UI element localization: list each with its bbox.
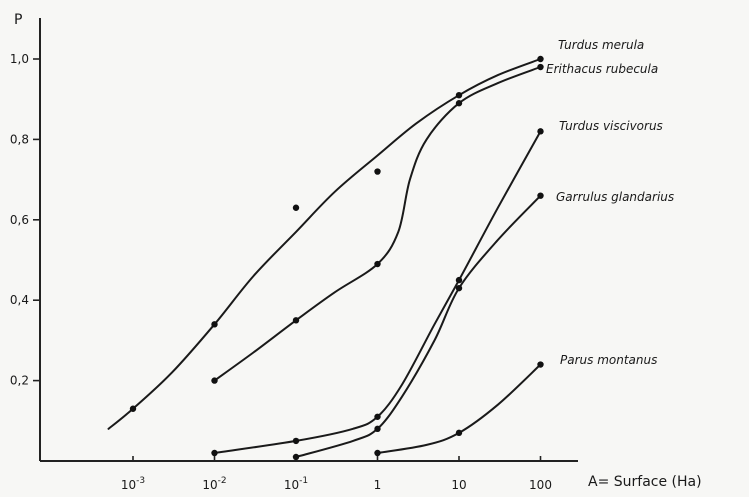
data-point-parus-montanus [374,449,381,457]
data-point-garrulus-glandarius [374,425,381,433]
data-point-turdus-merula [374,168,381,175]
y-axis-title: P [14,12,22,28]
data-point-erithacus-rubecula [292,317,300,324]
series-labels: Turdus merula Erithacus rubecula Turdus vi… [546,38,674,367]
plot-area: 0,20,40,60,81,010-3 10-2 10-1 1 10 100 Turdus… [10,18,674,492]
x-tick-exponent: -3 [136,476,145,486]
data-point-garrulus-glandarius [455,284,463,292]
data-point-turdus-merula [211,321,218,328]
series-label-garrulus-glandarius: Garrulus glandarius [556,190,674,204]
x-tick-label: 10-2 [202,476,226,492]
x-axis-title: A= Surface (Ha) [588,474,702,490]
series-line-turdus-merula [107,58,542,430]
ticks: 0,20,40,60,81,010-3 10-2 10-1 1 10 100 [10,52,552,492]
x-tick-base: 10 [202,478,217,492]
data-point-erithacus-rubecula [537,63,544,71]
x-tick-label: 10-1 [284,476,308,492]
data-point-parus-montanus [537,361,544,368]
series-label-turdus-viscivorus: Turdus viscivorus [559,119,663,133]
data-point-erithacus-rubecula [211,377,218,384]
series-line-erithacus-rubecula [213,66,542,382]
x-tick-label: 1 [374,478,382,492]
data-point-parus-montanus [455,429,463,437]
series-line-turdus-viscivorus [213,130,542,454]
x-tick-label: 10-3 [121,476,145,492]
data-point-erithacus-rubecula [374,260,381,268]
data-point-turdus-viscivorus [455,276,463,284]
x-tick-label: 100 [529,478,552,492]
data-point-turdus-merula [455,91,463,99]
data-point-garrulus-glandarius [292,453,300,461]
data-point-erithacus-rubecula [455,100,463,107]
series-label-erithacus-rubecula: Erithacus rubecula [546,62,658,76]
series-label-turdus-merula: Turdus merula [558,38,644,52]
series-line-garrulus-glandarius [295,194,542,458]
x-tick-base: 10 [121,478,136,492]
series-line-parus-montanus [376,363,542,454]
data-point-turdus-merula [129,405,137,412]
series-points [129,55,544,461]
x-tick-exponent: -2 [218,476,227,486]
y-tick-label: 0,4 [10,293,29,307]
series-curves [107,58,542,458]
data-point-garrulus-glandarius [537,192,544,199]
data-point-turdus-merula [537,55,544,63]
data-point-turdus-viscivorus [211,449,218,457]
data-point-turdus-viscivorus [537,128,544,135]
data-point-turdus-viscivorus [374,413,381,420]
x-tick-label: 10 [451,478,466,492]
x-tick-base: 10 [284,478,299,492]
x-tick-exponent: -1 [299,476,308,486]
data-point-turdus-merula [292,204,300,211]
y-tick-label: 0,8 [10,132,29,146]
y-tick-label: 1,0 [10,52,29,66]
y-tick-label: 0,6 [10,213,29,227]
series-label-parus-montanus: Parus montanus [560,353,657,367]
y-tick-label: 0,2 [10,374,29,388]
data-point-turdus-viscivorus [292,437,300,445]
